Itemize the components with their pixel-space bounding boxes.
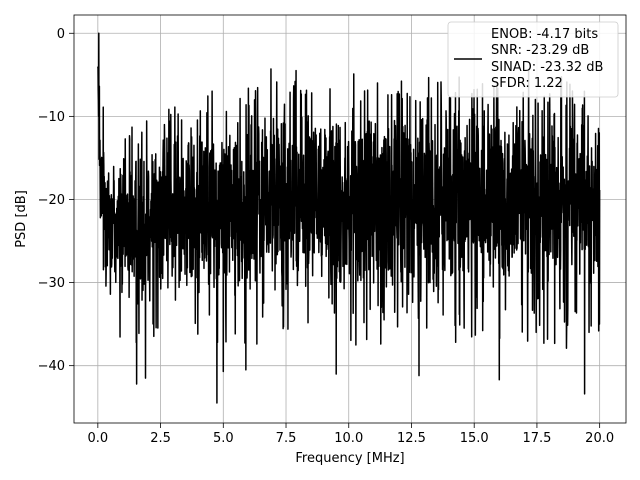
x-tick-label: 17.5 [522, 431, 551, 446]
x-tick-label: 15.0 [460, 431, 489, 446]
x-tick-label: 20.0 [585, 431, 614, 446]
x-tick-label: 0.0 [87, 431, 108, 446]
x-tick-label: 7.5 [276, 431, 297, 446]
y-tick-label: −20 [38, 193, 65, 208]
x-tick-label: 2.5 [150, 431, 171, 446]
legend-box [447, 21, 619, 98]
legend-line-4: SFDR: 1.22 [491, 76, 563, 91]
x-tick-label: 12.5 [397, 431, 426, 446]
x-tick-label: 10.0 [334, 431, 363, 446]
legend-line-1: ENOB: -4.17 bits [491, 27, 598, 42]
y-tick-label: −10 [38, 110, 65, 125]
x-tick-label: 5.0 [213, 431, 234, 446]
x-axis-title: Frequency [MHz] [295, 451, 404, 466]
psd-series-line [97, 32, 601, 404]
y-tick-label: −40 [38, 359, 65, 374]
y-tick-label: 0 [57, 27, 65, 42]
legend: ENOB: -4.17 bits SNR: -23.29 dB SINAD: -… [447, 21, 619, 98]
legend-line-3: SINAD: -23.32 dB [491, 60, 603, 75]
y-axis-title: PSD [dB] [14, 190, 29, 248]
series-layer [97, 32, 601, 404]
y-tick-label: −30 [38, 276, 65, 291]
ticks: 0.0 2.5 5.0 7.5 10.0 12.5 15.0 17.5 20.0 0 −10 −20 −… [38, 27, 615, 446]
axes-frame [73, 14, 627, 424]
legend-line-2: SNR: -23.29 dB [491, 43, 589, 58]
